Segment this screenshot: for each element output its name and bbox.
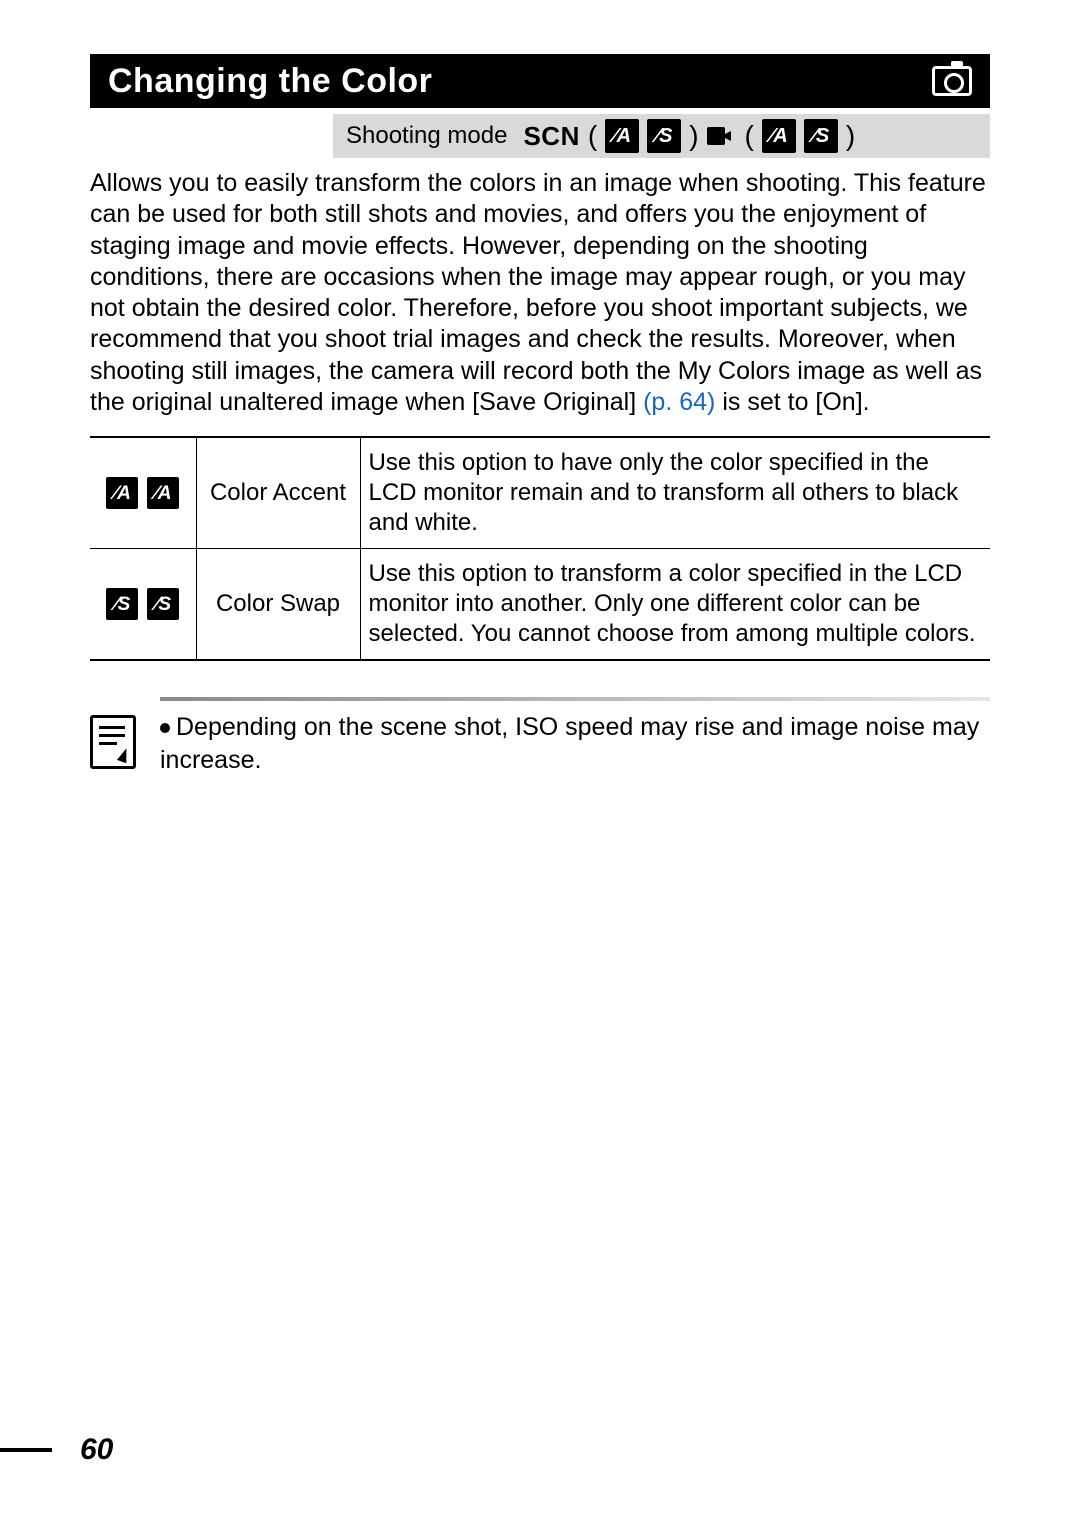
section-title-bar: Changing the Color [90, 54, 990, 108]
color-swap-movie-icon: ⁄S [147, 588, 179, 620]
intro-part1: Allows you to easily transform the color… [90, 169, 986, 416]
mode-accent-movie-icon: ⁄A [762, 119, 796, 153]
camera-icon [932, 66, 972, 96]
row1-name: Color Accent [196, 437, 360, 549]
table-row: ⁄A ⁄A Color Accent Use this option to ha… [90, 437, 990, 549]
shooting-mode-label: Shooting mode [346, 122, 507, 150]
bullet-icon [160, 723, 170, 733]
note-rule [160, 697, 990, 701]
mode-accent-icon: ⁄A [605, 119, 639, 153]
note-block: Depending on the scene shot, ISO speed m… [90, 697, 990, 776]
color-accent-still-icon: ⁄A [106, 477, 138, 509]
color-accent-movie-icon: ⁄A [147, 477, 179, 509]
movie-icon [707, 125, 737, 147]
page-number-block: 60 [0, 1433, 113, 1467]
intro-paragraph: Allows you to easily transform the color… [90, 168, 990, 418]
row1-icons: ⁄A ⁄A [90, 437, 196, 549]
shooting-mode-row: Shooting mode SCN ( ⁄A ⁄S ) ( ⁄A ⁄S ) [90, 114, 990, 158]
note-icon [90, 715, 136, 769]
row1-desc: Use this option to have only the color s… [360, 437, 990, 549]
row2-desc: Use this option to transform a color spe… [360, 549, 990, 661]
paren-open-2: ( [745, 120, 754, 152]
note-text: Depending on the scene shot, ISO speed m… [160, 711, 990, 776]
scn-label: SCN [523, 121, 579, 152]
manual-page: Changing the Color Shooting mode SCN ( ⁄… [0, 0, 1080, 1521]
note-content: Depending on the scene shot, ISO speed m… [160, 713, 979, 774]
section-title: Changing the Color [108, 62, 432, 101]
row2-name: Color Swap [196, 549, 360, 661]
page-number-bar [0, 1448, 52, 1452]
mode-swap-movie-icon: ⁄S [804, 119, 838, 153]
table-row: ⁄S ⁄S Color Swap Use this option to tran… [90, 549, 990, 661]
paren-close-2: ) [846, 120, 855, 152]
page-number: 60 [80, 1433, 113, 1467]
page-reference-link[interactable]: (p. 64) [643, 388, 715, 416]
note-body: Depending on the scene shot, ISO speed m… [160, 697, 990, 776]
color-mode-table: ⁄A ⁄A Color Accent Use this option to ha… [90, 436, 990, 661]
paren-open-1: ( [588, 120, 597, 152]
mode-swap-icon: ⁄S [647, 119, 681, 153]
row2-icons: ⁄S ⁄S [90, 549, 196, 661]
color-swap-still-icon: ⁄S [106, 588, 138, 620]
paren-close-1: ) [689, 120, 698, 152]
intro-part2: is set to [On]. [722, 388, 869, 416]
